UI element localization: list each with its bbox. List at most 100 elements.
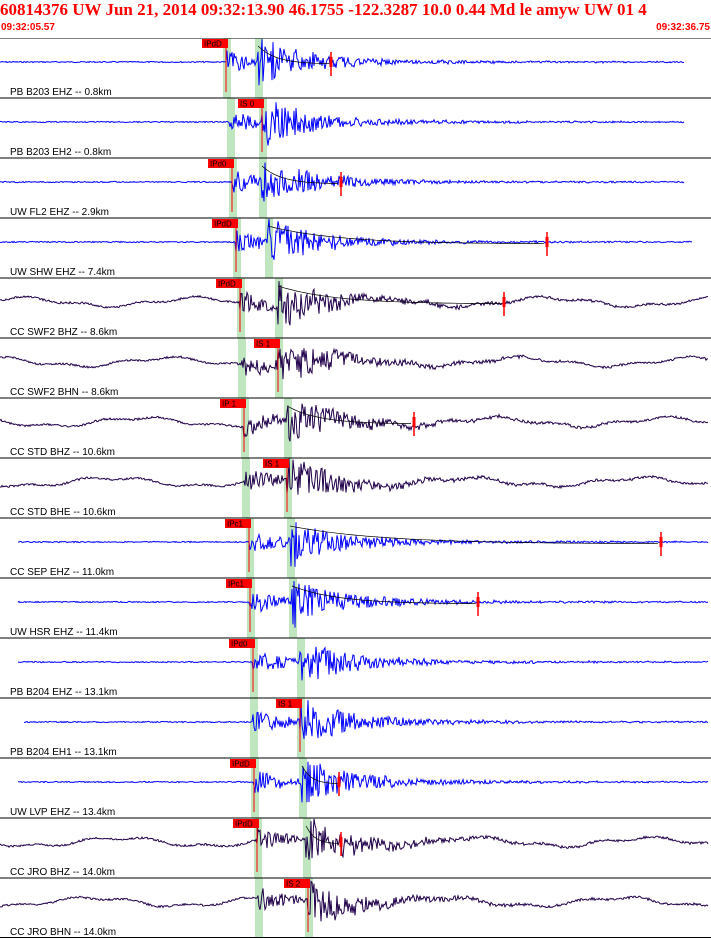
pick-label-box [220,399,246,408]
coda-marker [329,57,333,67]
coda-curve [267,225,545,245]
end-time: 09:32:36.75 [656,22,710,33]
p-window [241,398,249,458]
pick-label-box [230,759,256,768]
coda-curve [286,405,411,424]
station-label: CC STD BHZ -- 10.6km [10,447,115,458]
station-label: PB B203 EH2 -- 0.8km [10,147,111,158]
pick-label: IPdD [218,280,236,289]
waveform-trace [0,347,709,380]
s-window [297,638,305,698]
s-window [305,878,313,938]
coda-marker [476,597,480,607]
pick-label-box [284,879,310,888]
station-label: CC JRO BHN -- 14.0km [10,927,116,938]
pick-label-box [238,99,264,108]
pick-label: IPdD [232,760,250,769]
pick-label: IS 0 [240,100,255,109]
p-window [237,278,245,338]
coda-marker [545,237,549,247]
s-window [299,758,307,818]
waveform-trace [0,218,693,260]
waveform-trace [0,880,709,922]
s-window [284,458,292,518]
waveform-trace [0,458,708,495]
pick-label: IPd0 [210,160,227,169]
station-label: CC SWF2 BHN -- 8.6km [10,387,118,398]
pick-label: IS 1 [278,700,293,709]
pick-label: IPdD [235,820,253,829]
pick-label-box [202,39,228,48]
pick-label: IP 1 [222,400,237,409]
pick-label-box [233,819,259,828]
p-window [254,818,262,878]
p-window [227,98,235,158]
waveform-trace [23,700,709,739]
pick-label-box [212,219,238,228]
waveform-trace [0,39,685,86]
p-window [238,338,246,398]
event-header: 60814376 UW Jun 21, 2014 09:32:13.90 46.… [0,0,711,38]
s-window [275,278,283,338]
waveform-trace [0,403,709,442]
waveform-trace [0,281,709,326]
waveform-trace [0,102,685,146]
pick-label-box [216,279,242,288]
pick-label-box [226,579,252,588]
station-label: UW HSR EHZ -- 11.4km [10,627,118,638]
station-label: CC JRO BHZ -- 14.0km [10,867,115,878]
pick-label: IS 2 [286,880,301,889]
waveform-trace [17,522,709,567]
coda-marker [337,777,341,787]
pick-label: IS 1 [265,460,280,469]
s-window [303,818,311,878]
station-label: UW LVP EHZ -- 13.4km [10,807,115,818]
event-title: 60814376 UW Jun 21, 2014 09:32:13.90 46.… [0,0,647,19]
pick-label-box [276,699,302,708]
pick-label: IPdD [214,220,232,229]
pick-label-box [263,459,289,468]
s-window [297,698,305,758]
coda-marker [339,837,343,847]
pick-label-box [225,519,251,528]
station-label: UW FL2 EHZ -- 2.9km [10,207,109,218]
waveform-trace [0,818,709,860]
coda-marker [412,417,416,427]
coda-curve [301,765,339,784]
p-window [233,218,241,278]
pick-label: IPdD [204,40,222,49]
pick-label: IPc1 [227,520,244,529]
station-label: UW SHW EHZ -- 7.4km [10,267,115,278]
station-label: PB B204 EHZ -- 13.1km [10,687,117,698]
pick-label-box [208,159,234,168]
s-window [265,218,273,278]
station-label: CC SWF2 BHZ -- 8.6km [10,327,117,338]
station-label: PB B204 EH1 -- 13.1km [10,747,117,758]
coda-marker [502,297,506,307]
s-window [284,398,292,458]
coda-marker [659,537,663,547]
pick-label: IPc1 [228,580,245,589]
p-window [242,458,250,518]
coda-curve [305,825,339,844]
coda-curve [291,585,477,605]
pick-label: IPd0 [231,640,248,649]
coda-curve [289,525,659,545]
s-window [255,38,263,98]
s-window [275,338,283,398]
coda-marker [339,177,343,187]
pick-label-box [229,639,255,648]
coda-curve [261,165,339,184]
p-window [247,578,255,638]
coda-curve [277,285,503,305]
station-label: CC STD BHE -- 10.6km [10,507,116,518]
seismogram-plot: IPdD PB B203 EHZ -- 0.8km IS 0 PB B203 EH2 … [0,38,711,938]
pick-label-box [254,339,280,348]
station-label: CC SEP EHZ -- 11.0km [10,567,114,578]
p-window [223,38,231,98]
station-label: PB B203 EHZ -- 0.8km [10,87,112,98]
pick-label: IS 1 [256,340,271,349]
start-time: 09:32:05.57 [1,22,55,33]
waveform-trace [17,646,709,681]
waveform-trace [17,581,709,628]
